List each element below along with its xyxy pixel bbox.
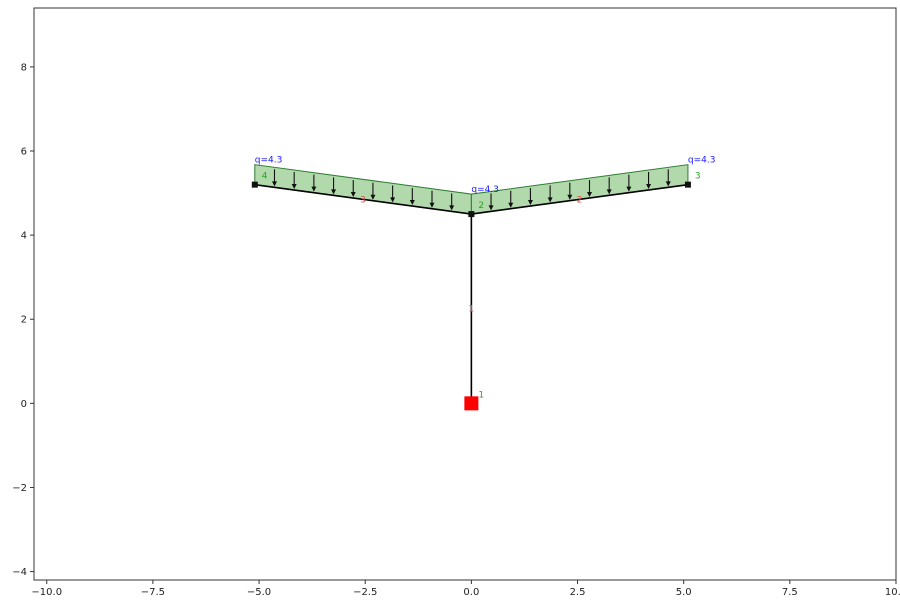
x-tick-label: −10.0 [31,587,62,598]
frame-element [471,183,689,215]
load-arrow-head [291,184,297,189]
x-tick-label: −7.5 [141,587,165,598]
load-arrow-head [665,181,671,187]
load-arrow-head [350,192,356,198]
y-tick-label: 6 [21,147,27,158]
element-label: 1 [468,305,474,315]
axes-frame [33,7,897,581]
load-arrow-head [547,197,553,203]
node-label: 1 [478,390,484,400]
x-axis-ticks: −10.0 −7.5 −5.0 −2.5 0.0 2.5 5.0 7.5 10.0 [31,580,900,598]
load-arrow-head [567,194,573,200]
load-arrow-head [429,202,435,208]
load-arrow-head [488,205,494,211]
nodes [251,181,691,218]
node-label: 4 [262,172,268,182]
load-arrow-head [646,184,652,189]
load-arrow-head [331,189,337,195]
y-tick-label: 2 [21,315,27,326]
supports [464,396,479,411]
load-arrow-head [586,192,592,198]
element-label: 3 [360,195,366,205]
y-tick-label: 4 [21,231,27,242]
load-arrow-head [606,189,612,195]
y-axis-ticks: −4 −2 0 2 4 6 8 [12,62,34,578]
load-label: q=4.3 [688,156,716,166]
x-tick-label: 10.0 [885,587,900,598]
load-arrow-head [390,197,396,203]
load-arrow-head [311,186,317,192]
node-marker [251,181,258,188]
fixed-support [464,396,479,411]
x-tick-label: 2.5 [570,587,586,598]
load-arrow-head [370,194,376,200]
distributed-loads [254,164,689,215]
node-label: 2 [478,201,484,211]
x-tick-label: 0.0 [463,587,479,598]
node-label: 3 [695,172,701,182]
load-arrow-head [409,200,415,206]
x-tick-label: −5.0 [247,587,271,598]
frame-elements [254,183,689,404]
load-arrow-head [449,205,455,211]
node-marker [468,211,475,218]
load-arrow-head [626,186,632,192]
labels: q=4.3 q=4.3 q=4.3 1 2 3 1 2 3 4 [255,156,716,401]
load-label: q=4.3 [471,185,499,195]
load-label: q=4.3 [255,156,283,166]
node-marker [684,181,691,188]
y-tick-label: −2 [12,483,27,494]
load-arrow-head [271,181,277,187]
element-label: 2 [577,195,583,205]
y-tick-label: 8 [21,62,27,73]
y-tick-label: 0 [21,399,27,410]
load-arrow-head [508,202,514,208]
y-tick-label: −4 [12,567,27,578]
frame-element [254,183,472,215]
x-tick-label: 5.0 [676,587,692,598]
load-arrow-head [527,200,533,206]
x-tick-label: 7.5 [782,587,798,598]
x-tick-label: −2.5 [353,587,377,598]
